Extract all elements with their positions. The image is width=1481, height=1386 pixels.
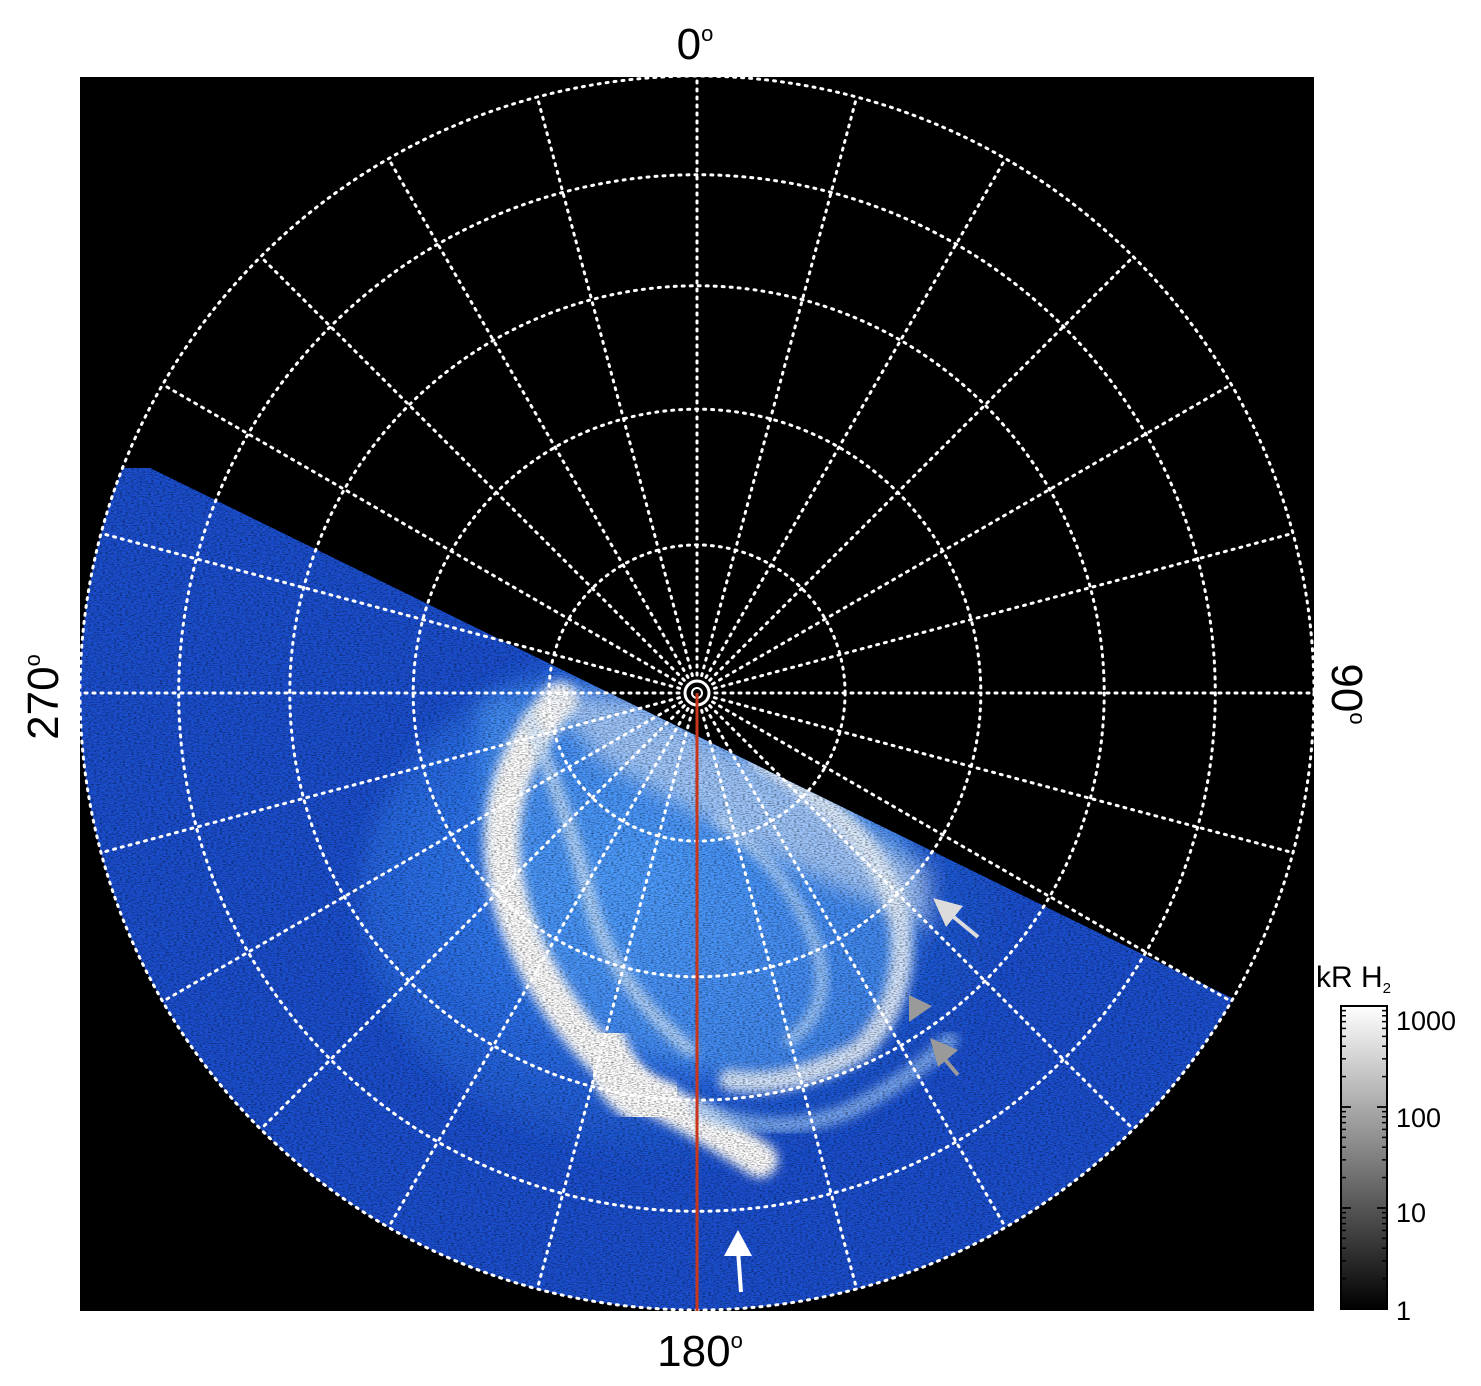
grid-meridian xyxy=(387,157,690,679)
grid-meridian xyxy=(161,700,683,1003)
colorbar-tick-10: 10 xyxy=(1396,1198,1426,1228)
grid-meridian xyxy=(535,708,694,1291)
grid-meridian xyxy=(259,704,686,1131)
polar-grid xyxy=(80,77,1314,1311)
grid-meridian xyxy=(708,704,1135,1131)
grid-circle xyxy=(177,173,1217,1213)
triangle-right-icon xyxy=(909,995,932,1022)
grid-meridian xyxy=(711,700,1233,1003)
grid-meridian xyxy=(708,255,1135,682)
colorbar-title: kR H2 xyxy=(1316,961,1391,997)
grid-meridian xyxy=(535,95,694,678)
grid-meridian xyxy=(387,707,690,1229)
grid-meridian xyxy=(704,157,1007,679)
arrow-upleft-icon xyxy=(930,1038,960,1077)
grid-meridian xyxy=(711,383,1233,686)
colorbar-tick-100: 100 xyxy=(1396,1103,1441,1133)
colorbar-tick-1: 1 xyxy=(1396,1296,1411,1326)
grid-meridian xyxy=(161,383,683,686)
colorbar-ticks xyxy=(1341,1005,1387,1310)
arrow-upleft-icon xyxy=(933,898,980,939)
grid-meridian xyxy=(712,696,1295,855)
grid-meridian xyxy=(259,255,686,682)
arrow-up-icon xyxy=(724,1230,752,1293)
grid-meridian xyxy=(99,696,682,855)
label-longitude-90: 90o xyxy=(1322,663,1371,724)
grid-meridian xyxy=(700,708,859,1291)
grid-meridian xyxy=(712,531,1295,690)
label-longitude-270: 270o xyxy=(19,654,68,740)
colorbar xyxy=(1340,1005,1388,1310)
grid-meridian xyxy=(704,707,1007,1229)
colorbar-tick-labels: 1000 100 10 1 xyxy=(1396,1006,1456,1326)
grid-meridian xyxy=(99,531,682,690)
label-longitude-180: 180o xyxy=(657,1327,743,1376)
label-longitude-0: 0o xyxy=(677,20,714,69)
grid-meridian xyxy=(700,95,859,678)
colorbar-tick-1000: 1000 xyxy=(1396,1006,1456,1036)
